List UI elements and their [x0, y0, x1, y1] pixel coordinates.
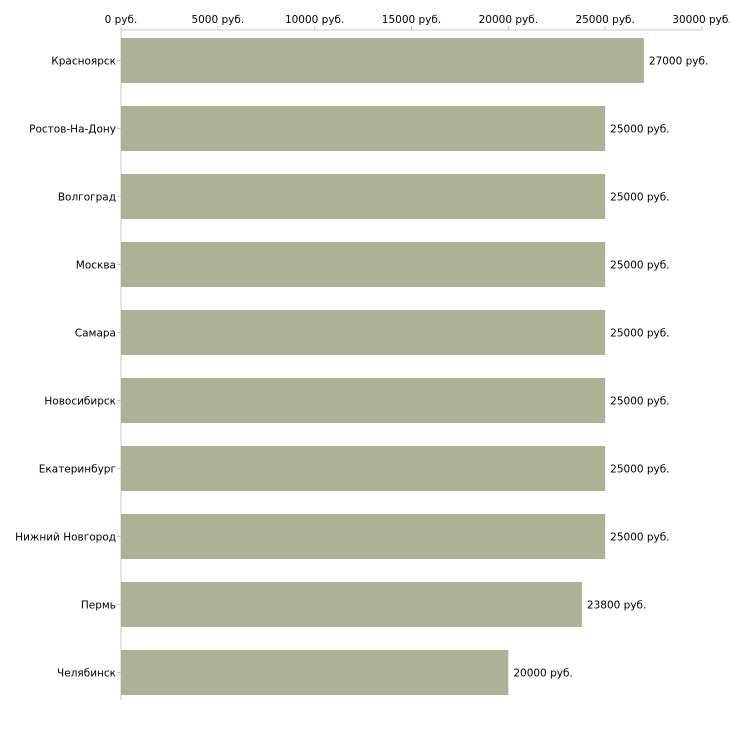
bar [121, 446, 606, 491]
bar [121, 38, 644, 83]
data-label: 23800 руб. [587, 600, 646, 612]
bar [121, 650, 509, 695]
bar [121, 582, 582, 627]
data-label: 20000 руб. [513, 668, 572, 680]
bar [121, 514, 606, 559]
category-label: Нижний Новгород [15, 532, 116, 544]
x-tick-label: 5000 руб. [191, 14, 244, 26]
x-tick-label: 20000 руб. [479, 14, 538, 26]
data-label: 25000 руб. [610, 328, 669, 340]
bar [121, 174, 606, 219]
category-label: Новосибирск [44, 396, 116, 408]
category-label: Челябинск [57, 668, 116, 680]
data-label: 25000 руб. [610, 464, 669, 476]
bar [121, 378, 606, 423]
category-label: Самара [75, 328, 116, 340]
data-label: 25000 руб. [610, 260, 669, 272]
category-label: Пермь [81, 600, 116, 612]
category-label: Волгоград [58, 192, 116, 204]
category-label: Москва [76, 260, 116, 272]
data-label: 27000 руб. [649, 56, 708, 68]
x-tick-label: 10000 руб. [285, 14, 344, 26]
bar [121, 242, 606, 287]
x-tick-label: 15000 руб. [382, 14, 441, 26]
data-label: 25000 руб. [610, 192, 669, 204]
x-tick-label: 30000 руб. [672, 14, 730, 26]
bar [121, 310, 606, 355]
category-label: Красноярск [51, 56, 116, 68]
data-label: 25000 руб. [610, 396, 669, 408]
category-label: Ростов-На-Дону [29, 124, 116, 136]
data-label: 25000 руб. [610, 532, 669, 544]
bar [121, 106, 606, 151]
category-label: Екатеринбург [39, 464, 116, 476]
x-tick-label: 0 руб. [105, 14, 138, 26]
data-label: 25000 руб. [610, 124, 669, 136]
x-tick-label: 25000 руб. [575, 14, 634, 26]
